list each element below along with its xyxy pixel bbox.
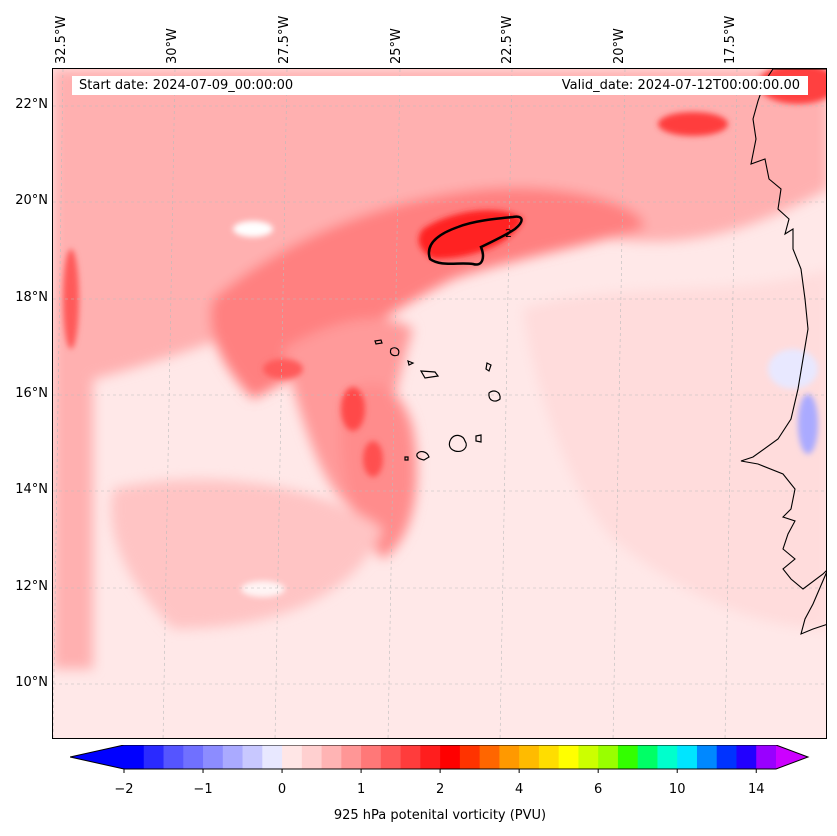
lon-label-20w: 20°W [612, 28, 627, 64]
colorbar-swatch [400, 745, 421, 769]
pv-field-map: 2 [53, 69, 826, 738]
colorbar-swatch [341, 745, 362, 769]
colorbar-swatch [479, 745, 500, 769]
pv-negative-patch-east-pale [768, 349, 818, 389]
pv-streamer-max-3 [263, 359, 303, 379]
africa-coastline [740, 69, 826, 635]
colorbar-tick-label: 0 [277, 782, 287, 797]
lon-label-30w: 30°W [165, 28, 180, 64]
pv-2pvu-contour [427, 215, 523, 266]
colorbar-swatch [124, 745, 145, 769]
lat-label-12n: 12°N [15, 579, 48, 594]
start-date-label: Start date: 2024-07-09_00:00:00 [79, 78, 294, 93]
colorbar-swatch [578, 745, 599, 769]
info-bar: Start date: 2024-07-09_00:00:00 Valid_da… [72, 76, 808, 95]
valid-date-label: Valid_date: 2024-07-12T00:00:00.00 [561, 78, 800, 93]
colorbar-swatch [163, 745, 184, 769]
lat-label-16n: 16°N [15, 386, 48, 401]
pv-band-west-edge [53, 169, 93, 669]
lon-label-27-5w: 27.5°W [277, 15, 292, 64]
colorbar-swatch [242, 745, 263, 769]
colorbar-swatch [183, 745, 204, 769]
colorbar-swatch [637, 745, 658, 769]
lat-label-10n: 10°N [15, 675, 48, 690]
colorbar-swatch [558, 745, 579, 769]
colorbar-tick-label: 6 [594, 782, 603, 797]
pv-max-northeast [658, 112, 728, 136]
colorbar-swatch [736, 745, 757, 769]
colorbar-swatch [262, 745, 283, 769]
colorbar-swatch [203, 745, 224, 769]
pv-pale-spot-south [241, 581, 285, 597]
lon-label-22-5w: 22.5°W [500, 15, 515, 64]
colorbar-swatch [716, 745, 737, 769]
colorbar-tick-label: −2 [114, 782, 134, 797]
colorbar-tick-label: 2 [435, 782, 445, 797]
colorbar-swatch [301, 745, 323, 769]
colorbar-swatch [519, 745, 540, 769]
colorbar-swatch [538, 745, 560, 769]
colorbar-swatch [598, 745, 619, 769]
colorbar-swatch [677, 745, 698, 769]
colorbar-label: 925 hPa potenital vorticity (PVU) [333, 808, 547, 823]
pv-contour-label: 2 [505, 227, 512, 240]
pv-negative-patch-east [798, 394, 818, 454]
colorbar-extend-low [70, 745, 124, 769]
colorbar-swatch [459, 745, 481, 769]
colorbar-swatch [499, 745, 520, 769]
colorbar [70, 745, 810, 773]
colorbar-swatch [361, 745, 382, 769]
pv-streamer-max-2 [363, 441, 383, 477]
colorbar-swatch [282, 745, 303, 769]
colorbar-tick-label: 1 [356, 782, 366, 797]
colorbar-swatch [380, 745, 402, 769]
colorbar-swatch [420, 745, 441, 769]
pv-southern-patches [111, 479, 384, 629]
pv-low-region-east [523, 269, 826, 629]
lon-label-25w: 25°W [389, 28, 404, 64]
map-panel: 2 [52, 68, 827, 739]
colorbar-swatch [756, 745, 777, 769]
graticule [53, 69, 826, 738]
colorbar-swatch [222, 745, 244, 769]
lon-label-17-5w: 17.5°W [723, 15, 738, 64]
colorbar-swatch [321, 745, 342, 769]
lat-label-14n: 14°N [15, 482, 48, 497]
colorbar-swatch [143, 745, 165, 769]
pv-pale-spot-west [233, 221, 273, 237]
colorbar-tick-label: −1 [193, 782, 213, 797]
lat-label-22n: 22°N [15, 97, 48, 112]
pv-max-north [418, 210, 523, 259]
pv-streamer-max-1 [341, 387, 365, 431]
colorbar-swatch [657, 745, 678, 769]
lat-label-20n: 20°N [15, 193, 48, 208]
colorbar-tick-label: 14 [747, 782, 765, 797]
lat-label-18n: 18°N [15, 290, 48, 305]
colorbar-swatch [440, 745, 461, 769]
colorbar-tick-label: 4 [515, 782, 524, 797]
colorbar-swatch [617, 745, 639, 769]
colorbar-extend-high [776, 745, 808, 769]
colorbar-swatch [696, 745, 718, 769]
cape-verde-islands [374, 339, 501, 461]
colorbar-tick-label: 10 [668, 782, 686, 797]
lon-label-32-5w: 32.5°W [54, 15, 69, 64]
